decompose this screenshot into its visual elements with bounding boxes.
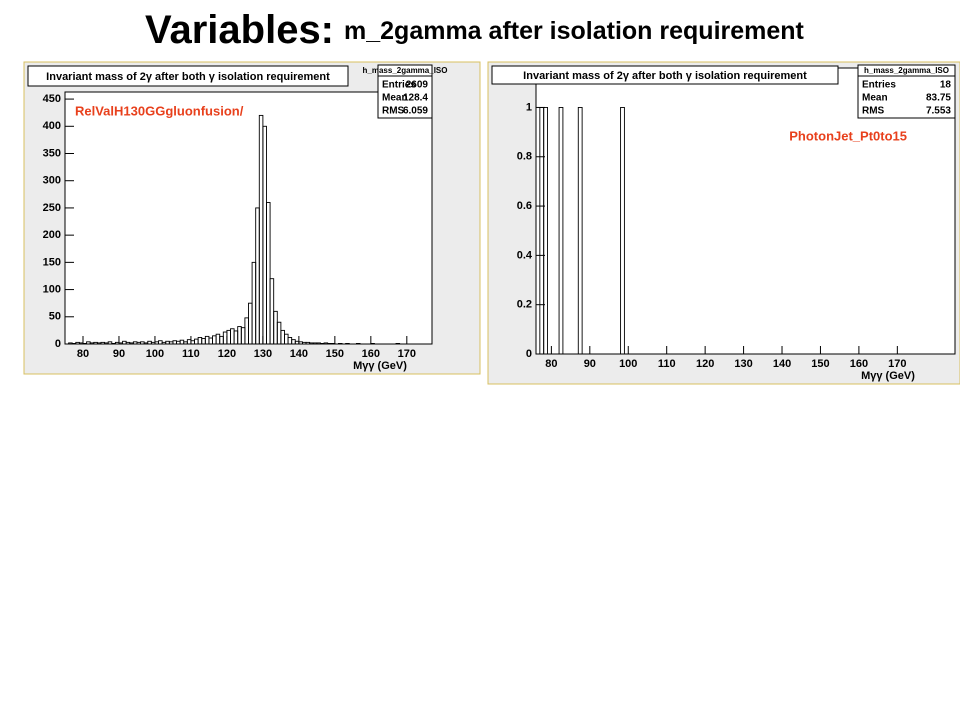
stats-label: Entries — [382, 80, 416, 91]
x-tick-label: 120 — [696, 358, 714, 370]
x-tick-label: 150 — [811, 358, 829, 370]
y-tick-label: 200 — [43, 229, 61, 241]
annotation: PhotonJet_Pt0to15 — [789, 128, 907, 143]
y-tick-label: 0 — [55, 338, 61, 350]
histogram-title: Invariant mass of 2γ after both γ isolat… — [46, 71, 330, 83]
x-axis-label: Mγγ (GeV) — [353, 360, 407, 372]
histogram-bar — [266, 202, 271, 345]
stats-label: Mean — [862, 93, 888, 104]
x-tick-label: 130 — [254, 348, 272, 360]
histogram-bar — [82, 343, 88, 345]
histogram-bar — [620, 106, 625, 355]
histogram-bar — [327, 343, 332, 345]
y-tick-label: 100 — [43, 283, 61, 295]
x-tick-label: 160 — [850, 358, 868, 370]
x-tick-label: 170 — [398, 348, 416, 360]
y-tick-label: 450 — [43, 93, 61, 105]
annotation: RelValH130GGgluonfusion/ — [75, 103, 244, 118]
x-tick-label: 100 — [619, 358, 637, 370]
stats-label: RMS — [862, 106, 885, 117]
y-tick-label: 0.8 — [517, 151, 532, 163]
stats-value: 6.059 — [403, 106, 428, 117]
title-sub: m_2gamma after isolation requirement — [344, 17, 805, 45]
histogram-bar — [111, 343, 116, 345]
y-tick-label: 0.4 — [517, 249, 533, 261]
x-tick-label: 120 — [218, 348, 236, 360]
title-box — [27, 65, 349, 87]
histogram-bar — [330, 343, 336, 345]
histogram-bar — [395, 343, 401, 345]
y-tick-label: 350 — [43, 147, 61, 159]
y-tick-label: 150 — [43, 256, 61, 268]
y-tick-label: 250 — [43, 202, 61, 214]
y-tick-label: 400 — [43, 120, 61, 132]
stats-label: Mean — [382, 93, 408, 104]
x-tick-label: 80 — [545, 358, 557, 370]
stats-box — [857, 64, 956, 119]
x-tick-label: 90 — [113, 348, 125, 360]
y-tick-label: 50 — [49, 311, 61, 323]
histogram-bar — [338, 343, 343, 345]
x-tick-label: 150 — [326, 348, 344, 360]
x-tick-label: 160 — [362, 348, 380, 360]
histogram-bar — [107, 341, 113, 345]
y-tick-label: 300 — [43, 175, 61, 187]
stats-label: Entries — [862, 80, 896, 91]
x-tick-label: 110 — [658, 358, 676, 370]
x-tick-label: 130 — [734, 358, 752, 370]
stats-value: 83.75 — [926, 93, 951, 104]
x-tick-label: 90 — [584, 358, 596, 370]
stats-name: h_mass_2gamma_ISO — [864, 66, 949, 75]
histogram-bar — [355, 343, 361, 345]
title-main: Variables: — [145, 8, 334, 52]
title-box — [491, 65, 839, 85]
y-tick-label: 0.2 — [517, 299, 532, 311]
slide-title: Variables: m_2gamma after isolation requi… — [145, 8, 805, 52]
x-tick-label: 140 — [773, 358, 791, 370]
frame — [64, 91, 433, 345]
histogram-bar — [543, 106, 548, 355]
histogram-bar — [577, 106, 583, 355]
x-tick-label: 100 — [146, 348, 164, 360]
x-axis-label: Mγγ (GeV) — [861, 370, 915, 382]
histogram-bar — [320, 343, 325, 345]
stats-value: 7.553 — [926, 106, 951, 117]
x-tick-label: 110 — [182, 348, 200, 360]
stats-value: 18 — [940, 80, 952, 91]
stats-label: RMS — [382, 106, 405, 117]
stats-box — [377, 64, 433, 119]
histogram-title: Invariant mass of 2γ after both γ isolat… — [523, 70, 807, 82]
stats-name: h_mass_2gamma_ISO — [363, 66, 448, 75]
histogram-bar — [370, 343, 375, 345]
y-tick-label: 1 — [526, 101, 532, 113]
y-tick-label: 0.6 — [517, 200, 532, 212]
histogram-bar — [558, 106, 564, 355]
stats-value: 2609 — [406, 80, 429, 91]
y-tick-label: 0 — [526, 348, 532, 360]
x-tick-label: 80 — [77, 348, 89, 360]
x-tick-label: 140 — [290, 348, 308, 360]
x-tick-label: 170 — [888, 358, 906, 370]
histogram-bar — [345, 343, 350, 345]
stats-value: 128.4 — [403, 93, 428, 104]
